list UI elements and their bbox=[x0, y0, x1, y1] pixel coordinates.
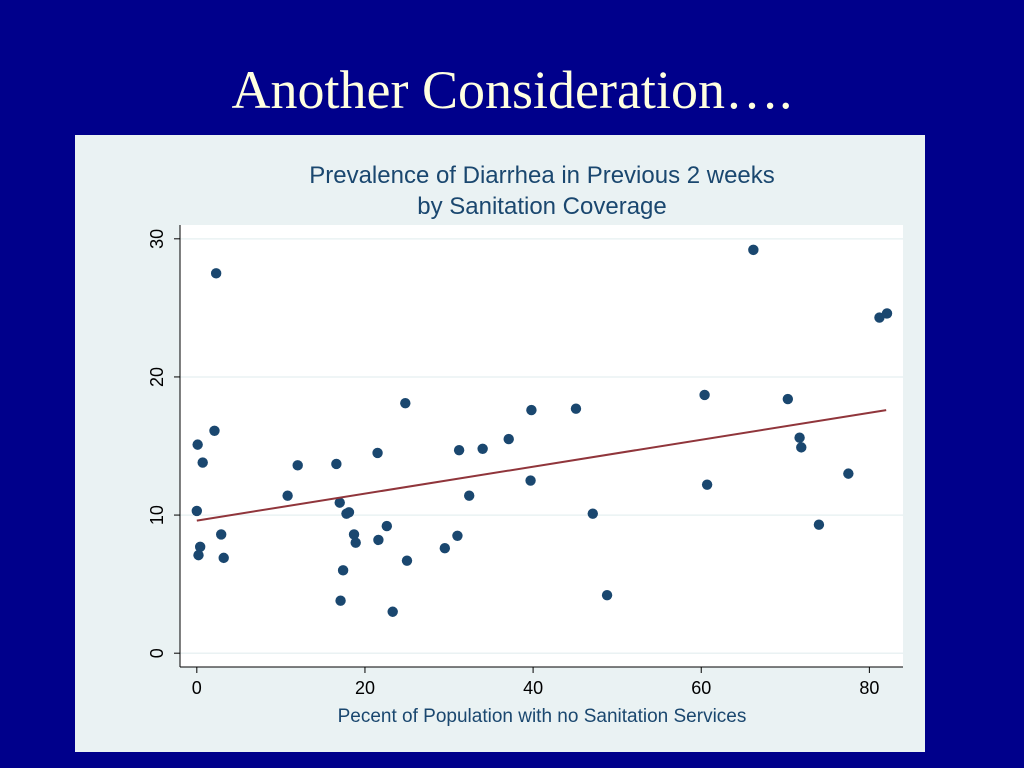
data-point bbox=[381, 520, 393, 532]
slide-title: Another Consideration…. bbox=[231, 60, 793, 120]
x-tick-label: 40 bbox=[523, 678, 543, 698]
data-point bbox=[337, 565, 349, 576]
data-point bbox=[193, 549, 204, 561]
data-point bbox=[874, 312, 885, 323]
data-point bbox=[699, 389, 710, 401]
data-point bbox=[401, 555, 413, 566]
x-tick-label: 60 bbox=[691, 678, 711, 698]
x-axis-label: Pecent of Population with no Sanitation … bbox=[338, 706, 747, 727]
data-points bbox=[191, 244, 893, 617]
data-point bbox=[503, 433, 514, 445]
x-tick-label: 0 bbox=[192, 678, 202, 698]
axes: 0 10 20 30 0 20 40 60 80 bbox=[147, 225, 903, 698]
data-point bbox=[218, 552, 229, 564]
chart-title-line2: by Sanitation Coverage bbox=[417, 193, 667, 220]
data-point bbox=[587, 508, 598, 519]
data-point bbox=[701, 479, 713, 490]
y-tick-label: 10 bbox=[147, 505, 167, 525]
data-point bbox=[197, 457, 208, 468]
data-point bbox=[477, 443, 488, 454]
data-point bbox=[525, 475, 536, 486]
chart-title-line1: Prevalence of Diarrhea in Previous 2 wee… bbox=[309, 162, 775, 189]
data-point bbox=[439, 543, 451, 554]
chart-panel: Prevalence of Diarrhea in Previous 2 wee… bbox=[75, 135, 925, 752]
x-tick-label: 80 bbox=[859, 678, 879, 698]
data-point bbox=[335, 595, 346, 606]
data-point bbox=[452, 530, 463, 541]
data-point bbox=[400, 397, 411, 409]
fit-line bbox=[196, 409, 887, 522]
data-point bbox=[843, 468, 854, 479]
grid-lines bbox=[180, 238, 903, 654]
data-point bbox=[601, 589, 613, 601]
data-point bbox=[215, 529, 227, 540]
data-point bbox=[372, 447, 383, 459]
data-point bbox=[343, 507, 355, 518]
data-point bbox=[282, 490, 293, 501]
data-point bbox=[373, 534, 384, 546]
data-point bbox=[192, 439, 203, 450]
data-point bbox=[526, 404, 537, 416]
data-point bbox=[331, 458, 342, 470]
y-tick-label: 0 bbox=[147, 648, 167, 658]
data-point bbox=[813, 519, 825, 530]
data-point bbox=[453, 444, 465, 456]
plot-area bbox=[180, 225, 903, 667]
data-point bbox=[348, 529, 360, 540]
data-point bbox=[292, 460, 303, 471]
data-point bbox=[782, 393, 794, 405]
data-point bbox=[191, 505, 203, 517]
scatter-chart: Prevalence of Diarrhea in Previous 2 wee… bbox=[147, 162, 903, 727]
data-point bbox=[881, 308, 893, 319]
data-point bbox=[194, 541, 206, 553]
data-point bbox=[209, 425, 220, 437]
data-point bbox=[210, 268, 222, 279]
data-point bbox=[387, 606, 398, 617]
data-point bbox=[464, 490, 475, 501]
y-tick-label: 20 bbox=[147, 367, 167, 387]
data-point bbox=[748, 244, 759, 256]
data-point bbox=[334, 497, 345, 508]
data-point bbox=[794, 432, 805, 443]
data-point bbox=[796, 442, 807, 453]
x-tick-label: 20 bbox=[355, 678, 375, 698]
y-tick-label: 30 bbox=[147, 229, 167, 249]
data-point bbox=[350, 537, 361, 548]
data-point bbox=[570, 403, 582, 414]
